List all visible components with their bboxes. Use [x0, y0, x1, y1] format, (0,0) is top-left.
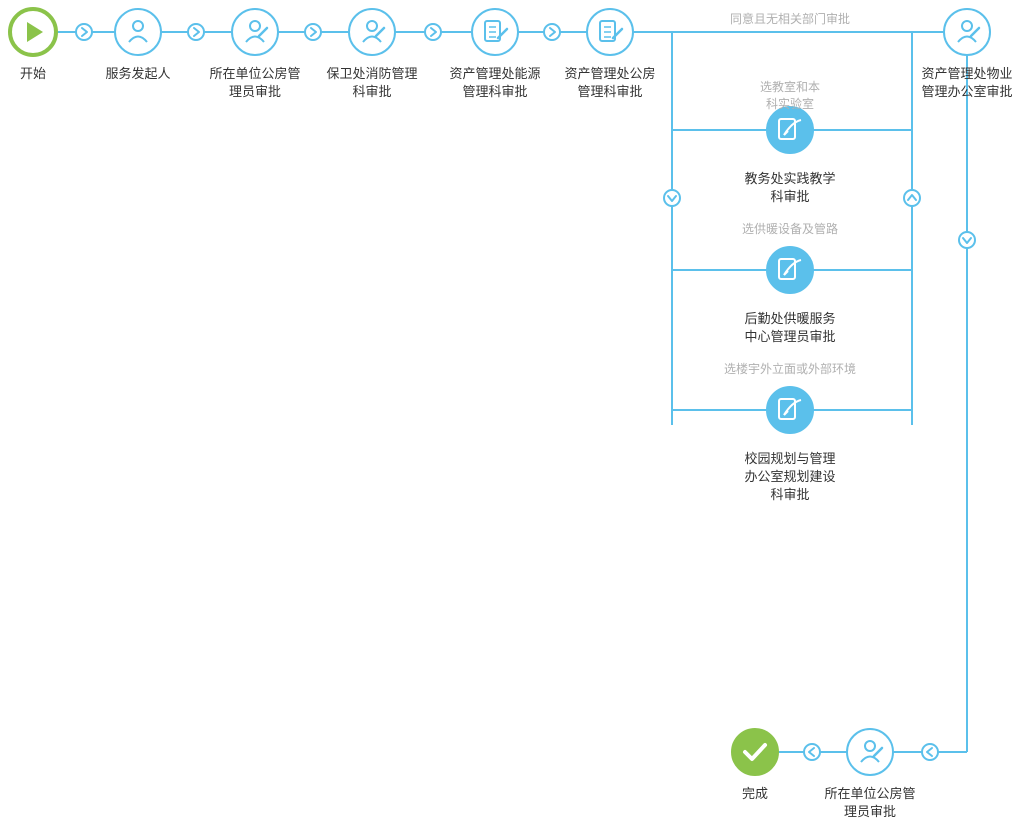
branch-cond-2: 选楼宇外立面或外部环境	[700, 360, 880, 377]
node-label-n6: 资产管理处物业 管理办公室审批	[907, 65, 1027, 101]
branch-node-label-2: 校园规划与管理 办公室规划建设 科审批	[720, 450, 860, 505]
flow-canvas	[0, 0, 1028, 822]
branch-cond-1: 选供暖设备及管路	[700, 220, 880, 237]
node-label-n5: 资产管理处公房 管理科审批	[550, 65, 670, 101]
node-label-n4: 资产管理处能源 管理科审批	[435, 65, 555, 101]
node-label-done: 完成	[695, 785, 815, 803]
node-label-n2: 所在单位公房管 理员审批	[195, 65, 315, 101]
branch-node-label-0: 教务处实践教学 科审批	[720, 170, 860, 206]
node-label-n3: 保卫处消防管理 科审批	[312, 65, 432, 101]
node-label-b1: 所在单位公房管 理员审批	[810, 785, 930, 821]
branch-top-label: 同意且无相关部门审批	[700, 10, 880, 27]
branch-node-label-1: 后勤处供暖服务 中心管理员审批	[720, 310, 860, 346]
node-label-n1: 服务发起人	[78, 65, 198, 83]
branch-cond-0: 选教室和本 科实验室	[700, 78, 880, 112]
